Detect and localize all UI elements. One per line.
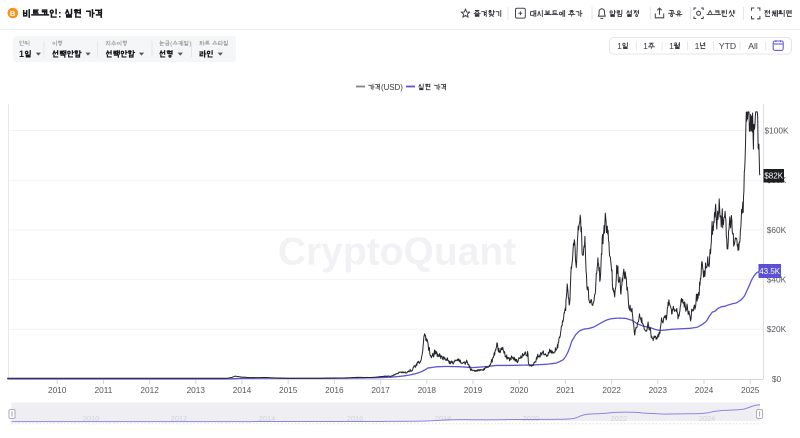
svg-text:2024: 2024: [695, 385, 714, 395]
svg-text:): ): [189, 41, 191, 48]
svg-text:2020: 2020: [523, 414, 540, 423]
svg-text:1: 1: [695, 41, 700, 51]
svg-text:2014: 2014: [259, 414, 276, 423]
svg-text:$60K: $60K: [767, 225, 787, 235]
svg-text:1: 1: [643, 41, 648, 51]
svg-text:$100K: $100K: [765, 125, 789, 135]
svg-text:2011: 2011: [94, 385, 112, 395]
svg-text:2024: 2024: [699, 414, 716, 423]
svg-text:2010: 2010: [48, 385, 67, 395]
svg-text:2012: 2012: [171, 414, 188, 423]
svg-text:2020: 2020: [510, 385, 529, 395]
svg-text:2022: 2022: [602, 385, 621, 395]
svg-text:$20K: $20K: [767, 324, 787, 334]
svg-text::: :: [58, 8, 62, 20]
svg-text:2016: 2016: [325, 385, 344, 395]
svg-text:$82K: $82K: [764, 172, 783, 181]
svg-text:2021: 2021: [556, 385, 575, 395]
svg-text:2016: 2016: [347, 414, 364, 423]
svg-text:2015: 2015: [279, 385, 298, 395]
svg-text:2022: 2022: [611, 414, 628, 423]
svg-text:$0: $0: [772, 374, 782, 384]
svg-text:1: 1: [19, 49, 24, 59]
svg-text:2017: 2017: [371, 385, 390, 395]
svg-text:YTD: YTD: [719, 41, 736, 51]
svg-text:2019: 2019: [464, 385, 483, 395]
svg-text:2023: 2023: [649, 385, 668, 395]
svg-text:(: (: [170, 41, 173, 48]
svg-text:$40K: $40K: [767, 275, 787, 285]
svg-text:1: 1: [669, 41, 674, 51]
svg-text:2025: 2025: [741, 385, 760, 395]
svg-text:2012: 2012: [140, 385, 159, 395]
svg-text:2013: 2013: [187, 385, 206, 395]
svg-text:2014: 2014: [233, 385, 252, 395]
svg-text:CryptoQuant: CryptoQuant: [278, 231, 516, 274]
svg-text:43.5K: 43.5K: [759, 267, 781, 276]
svg-text:1: 1: [617, 41, 622, 51]
svg-text:2018: 2018: [418, 385, 437, 395]
svg-text:2010: 2010: [83, 414, 100, 423]
svg-text:B: B: [10, 9, 16, 18]
svg-text:2018: 2018: [435, 414, 452, 423]
svg-text:All: All: [748, 41, 758, 51]
svg-text:(USD): (USD): [381, 83, 403, 92]
